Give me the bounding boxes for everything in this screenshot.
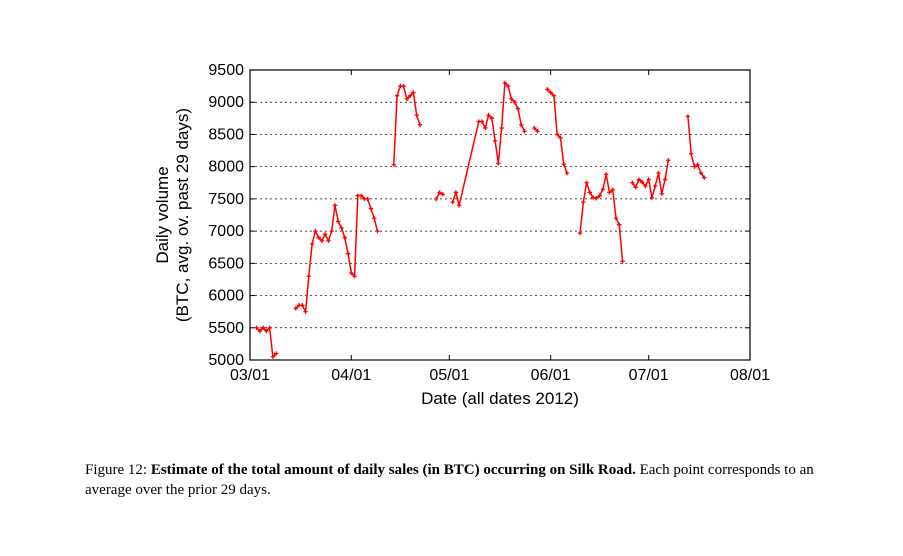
y-tick-label: 9000 <box>208 94 244 111</box>
y-tick-label: 6500 <box>208 255 244 272</box>
data-marker <box>656 171 660 175</box>
data-marker <box>372 216 376 220</box>
data-marker <box>307 274 311 278</box>
x-tick-label: 06/01 <box>531 367 571 384</box>
data-marker <box>365 197 369 201</box>
data-marker <box>343 235 347 239</box>
x-tick-label: 08/01 <box>730 367 770 384</box>
y-tick-label: 8000 <box>208 159 244 176</box>
data-marker <box>454 190 458 194</box>
data-marker <box>686 114 690 118</box>
data-marker <box>499 126 503 130</box>
data-marker <box>392 163 396 167</box>
data-marker <box>653 184 657 188</box>
data-marker <box>660 192 664 196</box>
data-marker <box>418 123 422 127</box>
data-marker <box>395 94 399 98</box>
y-tick-label: 6000 <box>208 288 244 305</box>
data-marker <box>401 84 405 88</box>
x-tick-label: 07/01 <box>629 367 669 384</box>
y-axis-label-1: Daily volume <box>153 166 172 263</box>
caption-label: Figure 12: <box>85 462 147 478</box>
data-marker <box>457 203 461 207</box>
y-tick-label: 7000 <box>208 223 244 240</box>
data-line <box>453 83 525 205</box>
data-marker <box>604 172 608 176</box>
axis-box <box>250 70 750 360</box>
data-marker <box>493 139 497 143</box>
y-axis-label-2: (BTC, avg. ov. past 29 days) <box>173 108 192 322</box>
data-marker <box>581 200 585 204</box>
data-marker <box>565 171 569 175</box>
figure-caption: Figure 12: Estimate of the total amount … <box>85 460 825 501</box>
data-marker <box>329 229 333 233</box>
caption-title: Estimate of the total amount of daily sa… <box>151 462 636 478</box>
x-axis-label: Date (all dates 2012) <box>421 389 579 408</box>
data-marker <box>450 200 454 204</box>
y-tick-label: 9500 <box>208 62 244 79</box>
page-root: 5000550060006500700075008000850090009500… <box>0 0 903 556</box>
data-line <box>688 116 704 177</box>
data-marker <box>375 229 379 233</box>
data-marker <box>346 251 350 255</box>
data-marker <box>584 181 588 185</box>
x-tick-label: 03/01 <box>230 367 270 384</box>
data-marker <box>496 161 500 165</box>
data-marker <box>562 162 566 166</box>
data-marker <box>310 242 314 246</box>
data-marker <box>663 177 667 181</box>
data-marker <box>369 206 373 210</box>
x-tick-label: 05/01 <box>429 367 469 384</box>
y-tick-label: 5500 <box>208 320 244 337</box>
chart-svg: 5000550060006500700075008000850090009500… <box>130 50 770 430</box>
data-line <box>296 196 378 312</box>
data-marker <box>333 203 337 207</box>
x-tick-label: 04/01 <box>331 367 371 384</box>
data-marker <box>666 158 670 162</box>
data-marker <box>689 152 693 156</box>
data-marker <box>620 259 624 263</box>
y-tick-label: 7500 <box>208 191 244 208</box>
data-marker <box>578 231 582 235</box>
data-marker <box>414 113 418 117</box>
y-tick-label: 8500 <box>208 126 244 143</box>
chart-container: 5000550060006500700075008000850090009500… <box>130 50 770 430</box>
